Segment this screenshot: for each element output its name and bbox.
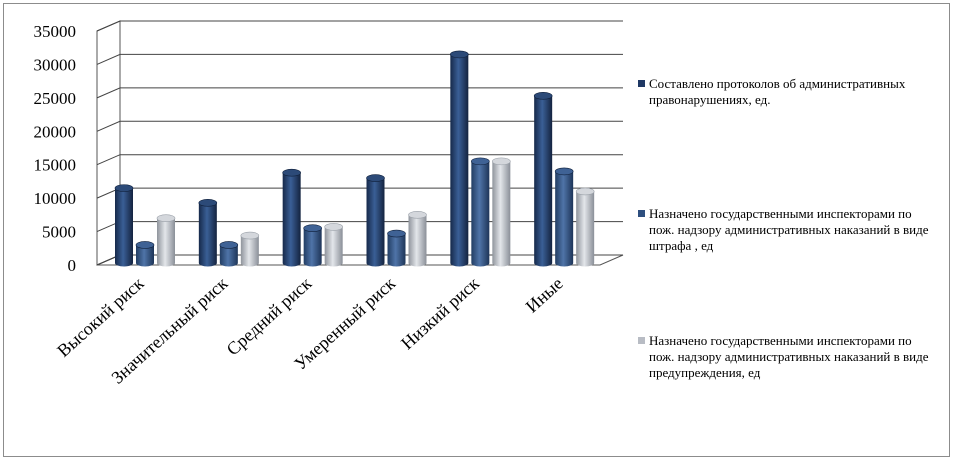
y-tick-label: 10000 xyxy=(34,189,77,208)
x-tick-label: Низкий риск xyxy=(397,273,483,353)
bar xyxy=(471,157,490,267)
legend-item-fines: Назначено государственными инспекторами … xyxy=(638,206,938,254)
gridline xyxy=(96,20,623,32)
legend-label-warnings: Назначено государственными инспекторами … xyxy=(649,333,929,380)
bar xyxy=(114,184,134,267)
bar xyxy=(324,223,343,267)
bar xyxy=(240,231,260,267)
legend-label-fines: Назначено государственными инспекторами … xyxy=(649,206,929,253)
bar xyxy=(450,50,469,267)
x-tick-label: Иные xyxy=(522,273,567,316)
y-tick-label: 35000 xyxy=(34,22,77,41)
bar xyxy=(282,168,301,267)
legend-item-warnings: Назначено государственными инспекторами … xyxy=(638,333,938,381)
x-tick-label: Средний риск xyxy=(223,273,316,359)
bar xyxy=(492,157,511,267)
y-axis-ticks: 0 5000 10000 15000 20000 25000 30000 35000 xyxy=(34,22,77,275)
bar xyxy=(366,174,385,267)
bar xyxy=(408,211,427,267)
x-tick-label: Высокий риск xyxy=(53,273,148,361)
gridline xyxy=(96,53,623,65)
legend-swatch-fines xyxy=(638,210,645,217)
bar xyxy=(135,241,155,267)
bar xyxy=(387,229,406,267)
bar xyxy=(219,241,239,267)
bar xyxy=(575,187,595,267)
y-tick-label: 30000 xyxy=(34,55,77,74)
y-tick-label: 0 xyxy=(68,256,77,275)
bar xyxy=(533,92,553,267)
y-tick-label: 5000 xyxy=(42,223,76,242)
y-tick-label: 20000 xyxy=(34,122,77,141)
y-tick-label: 15000 xyxy=(34,156,77,175)
y-tick-label: 25000 xyxy=(34,89,77,108)
bars xyxy=(114,50,595,267)
legend-swatch-protocols xyxy=(638,80,645,87)
bar xyxy=(554,167,574,267)
bar xyxy=(198,199,218,267)
legend-label-protocols: Составлено протоколов об административны… xyxy=(649,76,906,107)
bar xyxy=(303,224,322,267)
legend-item-protocols: Составлено протоколов об административны… xyxy=(638,76,938,108)
bar xyxy=(156,214,176,267)
legend-swatch-warnings xyxy=(638,337,645,344)
